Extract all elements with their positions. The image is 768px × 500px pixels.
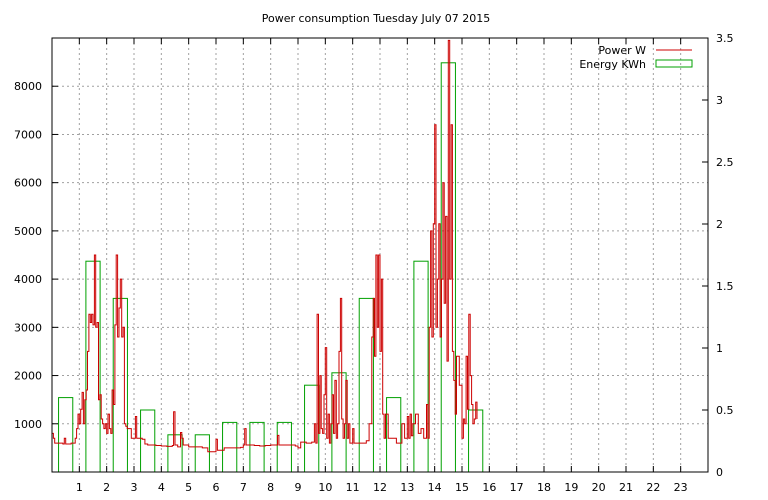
- legend-power-label: Power W: [598, 44, 646, 57]
- y-left-tick-label: 5000: [14, 225, 42, 238]
- y-left-tick-label: 2000: [14, 370, 42, 383]
- y-left-tick-label: 4000: [14, 273, 42, 286]
- x-tick-label: 12: [373, 481, 387, 494]
- y-right-tick-label: 0: [716, 466, 723, 479]
- legend-energy-label: Energy KWh: [579, 58, 646, 71]
- y-right-tick-label: 2.5: [716, 156, 734, 169]
- x-tick-label: 3: [131, 481, 138, 494]
- x-tick-label: 22: [646, 481, 660, 494]
- power-line: [52, 39, 478, 453]
- y-left-tick-label: 6000: [14, 177, 42, 190]
- energy-bar: [249, 421, 265, 473]
- energy-bar: [85, 260, 101, 473]
- energy-bar: [194, 434, 210, 473]
- x-tick-label: 17: [510, 481, 524, 494]
- x-tick-label: 18: [537, 481, 551, 494]
- energy-bar: [276, 421, 292, 473]
- x-tick-label: 4: [158, 481, 165, 494]
- y-right-tick-label: 1: [716, 342, 723, 355]
- axis-ticks: 1 2 3 4 5 6 7 8 9 10 11 12 13 14 15 16 17 18 19 20 21 22 23100…: [14, 32, 734, 494]
- x-tick-label: 7: [240, 481, 247, 494]
- energy-bar: [222, 421, 238, 473]
- x-tick-label: 20: [592, 481, 606, 494]
- x-tick-label: 6: [213, 481, 220, 494]
- x-tick-label: 10: [318, 481, 332, 494]
- x-tick-label: 5: [185, 481, 192, 494]
- y-right-tick-label: 1.5: [716, 280, 734, 293]
- power-series-path: [52, 39, 478, 453]
- x-tick-label: 2: [103, 481, 110, 494]
- x-tick-label: 1: [76, 481, 83, 494]
- y-right-tick-label: 3.5: [716, 32, 734, 45]
- y-right-tick-label: 2: [716, 218, 723, 231]
- y-left-tick-label: 1000: [14, 418, 42, 431]
- y-left-tick-label: 8000: [14, 80, 42, 93]
- energy-bar: [140, 409, 156, 473]
- grid: [52, 38, 708, 472]
- x-tick-label: 21: [619, 481, 633, 494]
- x-tick-label: 11: [346, 481, 360, 494]
- y-right-tick-label: 0.5: [716, 404, 734, 417]
- x-tick-label: 15: [455, 481, 469, 494]
- x-tick-label: 14: [428, 481, 442, 494]
- chart-title: Power consumption Tuesday July 07 2015: [262, 12, 491, 25]
- energy-bar: [58, 397, 74, 473]
- x-tick-label: 23: [674, 481, 688, 494]
- y-left-tick-label: 7000: [14, 128, 42, 141]
- x-tick-label: 19: [564, 481, 578, 494]
- y-left-tick-label: 3000: [14, 321, 42, 334]
- legend-energy-swatch: [655, 59, 693, 68]
- x-tick-label: 8: [267, 481, 274, 494]
- y-right-tick-label: 3: [716, 94, 723, 107]
- x-tick-label: 13: [400, 481, 414, 494]
- x-tick-label: 9: [295, 481, 302, 494]
- x-tick-label: 16: [482, 481, 496, 494]
- energy-bar: [413, 260, 429, 473]
